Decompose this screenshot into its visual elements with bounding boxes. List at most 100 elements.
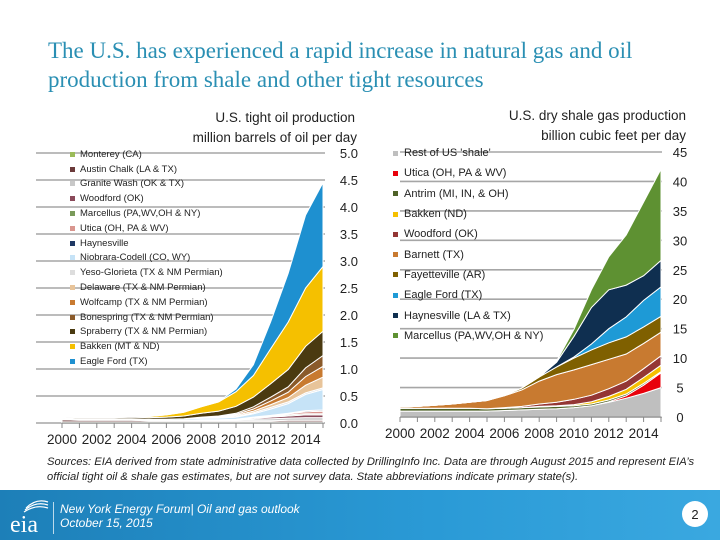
legend-item-eagle-ford-tx: Eagle Ford (TX)	[393, 285, 543, 305]
legend-item-granite-wash-ok-tx: Granite Wash (OK & TX)	[70, 177, 223, 192]
legend-label: Delaware (TX & NM Permian)	[80, 282, 206, 294]
right-chart-subtitle-text: billion cubic feet per day	[541, 128, 686, 143]
legend-item-bakken-mt-nd: Bakken (MT & ND)	[70, 339, 223, 354]
x-tick-label: 2010	[559, 426, 589, 441]
x-tick-label: 2012	[256, 432, 286, 447]
legend-swatch	[70, 314, 75, 320]
legend-swatch	[393, 170, 398, 176]
legend-item-yeso-glorieta-tx-nm-permian: Yeso-Glorieta (TX & NM Permian)	[70, 265, 223, 280]
legend-swatch	[70, 151, 75, 157]
area-marcellus-pa-wv-oh-ny	[399, 168, 662, 408]
legend-label: Marcellus (PA,WV,OH & NY)	[404, 329, 544, 342]
legend-swatch	[393, 231, 398, 237]
legend-label: Antrim (MI, IN, & OH)	[404, 187, 509, 200]
legend-label: Wolfcamp (TX & NM Permian)	[80, 296, 208, 308]
legend-item-utica-oh-pa-wv: Utica (OH, PA & WV)	[70, 221, 223, 236]
x-tick-label: 2008	[186, 432, 216, 447]
legend-label: Bakken (MT & ND)	[80, 341, 160, 353]
footer-text: New York Energy Forum| Oil and gas outlo…	[60, 502, 300, 530]
legend-swatch	[70, 181, 75, 187]
y-tick-label: 4.0	[340, 200, 358, 215]
legend-item-utica-oh-pa-wv: Utica (OH, PA & WV)	[393, 163, 543, 183]
legend-item-niobrara-codell-co-wy: Niobrara-Codell (CO, WY)	[70, 251, 223, 266]
right-chart-title: U.S. dry shale gas production	[470, 106, 686, 125]
right-chart-legend: Rest of US 'shale' Utica (OH, PA & WV) Ant…	[393, 143, 543, 346]
legend-label: Granite Wash (OK & TX)	[80, 178, 184, 190]
legend-label: Eagle Ford (TX)	[80, 356, 148, 368]
legend-item-delaware-tx-nm-permian: Delaware (TX & NM Permian)	[70, 280, 223, 295]
x-tick-label: 2004	[455, 426, 486, 441]
legend-label: Woodford (OK)	[80, 193, 144, 205]
page-number: 2	[682, 501, 708, 527]
y-tick-label: 30	[673, 233, 687, 248]
legend-item-woodford-ok: Woodford (OK)	[393, 224, 543, 244]
legend-label: Austin Chalk (LA & TX)	[80, 163, 177, 175]
left-chart-legend: Monterey (CA) Austin Chalk (LA & TX) Grani…	[70, 147, 223, 369]
legend-item-spraberry-tx-nm-permian: Spraberry (TX & NM Permian)	[70, 325, 223, 340]
legend-swatch	[70, 329, 75, 335]
legend-label: Fayetteville (AR)	[404, 268, 486, 281]
y-tick-label: 3.5	[340, 227, 358, 242]
sources-note: Sources: EIA derived from state administ…	[47, 456, 695, 483]
legend-swatch	[70, 285, 75, 291]
legend-item-antrim-mi-in-oh: Antrim (MI, IN, & OH)	[393, 184, 543, 204]
y-tick-label: 35	[673, 204, 687, 219]
x-tick-label: 2002	[82, 432, 112, 447]
left-chart-title-text: U.S. tight oil production	[215, 110, 355, 125]
y-tick-label: 2.0	[340, 308, 358, 323]
x-tick-label: 2006	[489, 426, 519, 441]
legend-swatch	[393, 313, 398, 319]
legend-swatch	[393, 211, 398, 217]
x-tick-label: 2008	[524, 426, 554, 441]
left-chart-title: U.S. tight oil production	[150, 108, 355, 127]
legend-swatch	[393, 292, 398, 298]
legend-swatch	[70, 270, 75, 276]
slide-title: The U.S. has experienced a rapid increas…	[48, 38, 633, 92]
left-chart-subtitle: million barrels of oil per day	[150, 128, 357, 147]
legend-swatch	[70, 196, 75, 202]
legend-item-barnett-tx: Barnett (TX)	[393, 244, 543, 264]
legend-swatch	[70, 255, 75, 261]
y-tick-label: 1.0	[340, 362, 358, 377]
right-chart-shale-gas: 0 5 10 15 20 25 30 35 40 45 2000 2002 2004 2006 2008 20…	[385, 145, 687, 441]
legend-item-austin-chalk-la-tx: Austin Chalk (LA & TX)	[70, 162, 223, 177]
legend-label: Rest of US 'shale'	[404, 147, 491, 160]
y-tick-label: 40	[673, 174, 687, 189]
legend-label: Niobrara-Codell (CO, WY)	[80, 252, 191, 264]
footer-date: October 15, 2015	[60, 516, 153, 530]
x-tick-label: 2014	[291, 432, 322, 447]
legend-label: Eagle Ford (TX)	[404, 289, 483, 302]
x-tick-label: 2002	[420, 426, 450, 441]
x-tick-label: 2012	[594, 426, 624, 441]
y-tick-label: 2.5	[340, 281, 358, 296]
y-tick-label: 25	[673, 263, 687, 278]
legend-swatch	[70, 299, 75, 305]
y-tick-label: 5	[676, 381, 683, 396]
legend-label: Haynesville	[80, 237, 129, 249]
y-tick-label: 10	[673, 351, 687, 366]
eia-logo-text: eia	[10, 512, 38, 534]
legend-item-fayetteville-ar: Fayetteville (AR)	[393, 265, 543, 285]
legend-swatch	[70, 359, 75, 365]
y-tick-label: 20	[673, 292, 687, 307]
y-tick-label: 45	[673, 145, 687, 160]
x-tick-label: 2010	[221, 432, 251, 447]
legend-item-bakken-nd: Bakken (ND)	[393, 204, 543, 224]
area-eagle-ford-tx	[61, 182, 324, 418]
footer-event: New York Energy Forum| Oil and gas outlo…	[60, 502, 300, 516]
legend-swatch	[70, 240, 75, 246]
legend-swatch	[70, 166, 75, 172]
legend-swatch	[70, 225, 75, 231]
legend-swatch	[393, 191, 398, 197]
footer-bar: eia New York Energy Forum| Oil and gas o…	[0, 490, 720, 540]
legend-item-bonespring-tx-nm-permian: Bonespring (TX & NM Permian)	[70, 310, 223, 325]
y-tick-label: 4.5	[340, 173, 358, 188]
y-tick-label: 15	[673, 322, 687, 337]
right-chart-subtitle: billion cubic feet per day	[470, 126, 686, 145]
legend-swatch	[393, 272, 398, 278]
x-tick-label: 2014	[629, 426, 660, 441]
legend-label: Bakken (ND)	[404, 208, 467, 221]
legend-label: Monterey (CA)	[80, 148, 142, 160]
y-tick-label: 1.5	[340, 335, 358, 350]
